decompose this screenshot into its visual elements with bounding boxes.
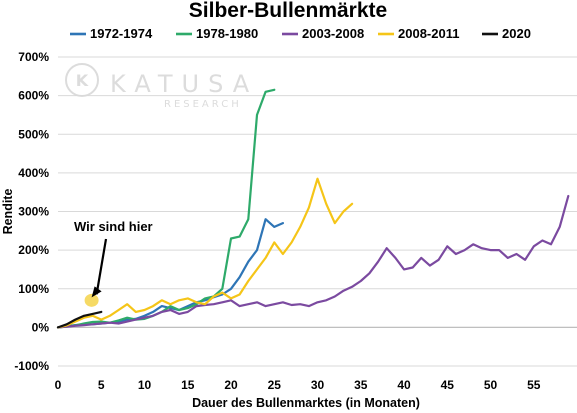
x-tick-label: 35 [354, 378, 368, 392]
series-line-1978-1980 [56, 88, 276, 329]
watermark-text: KATUSA [110, 70, 258, 98]
watermark-subtext: RESEARCH [164, 99, 242, 110]
x-tick-label: 0 [55, 378, 62, 392]
series-lines [56, 88, 570, 329]
legend-label: 2020 [502, 26, 531, 41]
series-line-2003-2008 [56, 194, 570, 329]
series-line-2008-2011 [56, 177, 354, 329]
annotation-marker [84, 293, 99, 307]
x-tick-label: 5 [98, 378, 105, 392]
x-tick-label: 20 [224, 378, 238, 392]
x-axis-label: Dauer des Bullenmarktes (in Monaten) [192, 396, 420, 410]
y-tick-label: 300% [18, 205, 49, 219]
watermark-logo-mark: K [76, 71, 89, 90]
legend: 1972-1974 1978-1980 2003-2008 2008-2011 2020 [70, 26, 531, 41]
annotation: Wir sind hier [74, 219, 153, 307]
y-tick-label: 0% [32, 320, 50, 334]
x-tick-label: 15 [181, 378, 195, 392]
series-line-2020 [56, 310, 103, 329]
y-axis-ticks: -100% 0% 100% 200% 300% 400% 500% 600% 700% [14, 50, 49, 373]
annotation-text: Wir sind hier [74, 219, 153, 234]
x-tick-label: 10 [138, 378, 152, 392]
x-tick-label: 45 [441, 378, 455, 392]
legend-item: 2020 [482, 26, 531, 41]
legend-label: 1978-1980 [196, 26, 258, 41]
legend-label: 1972-1974 [90, 26, 153, 41]
annotation-arrow-head [91, 286, 102, 298]
x-tick-label: 30 [311, 378, 325, 392]
annotation-arrow-shaft [95, 238, 108, 295]
legend-item: 2003-2008 [282, 26, 364, 41]
y-tick-label: 700% [18, 50, 49, 64]
x-axis-ticks: 0 5 10 15 20 25 30 35 40 45 50 55 [55, 378, 541, 392]
y-tick-label: 200% [18, 243, 49, 257]
legend-label: 2008-2011 [398, 26, 459, 41]
chart-title: Silber-Bullenmärkte [189, 0, 387, 22]
x-tick-label: 25 [268, 378, 282, 392]
y-axis-label: Rendite [1, 189, 15, 235]
legend-item: 1978-1980 [176, 26, 258, 41]
y-tick-label: 100% [18, 282, 49, 296]
legend-item: 1972-1974 [70, 26, 153, 41]
y-tick-label: 600% [18, 89, 49, 103]
y-tick-label: -100% [14, 359, 49, 373]
y-tick-label: 400% [18, 166, 49, 180]
x-tick-label: 55 [527, 378, 541, 392]
x-tick-label: 50 [484, 378, 498, 392]
legend-item: 2008-2011 [378, 26, 459, 41]
y-tick-label: 500% [18, 127, 49, 141]
legend-label: 2003-2008 [302, 26, 364, 41]
x-tick-label: 40 [397, 378, 411, 392]
